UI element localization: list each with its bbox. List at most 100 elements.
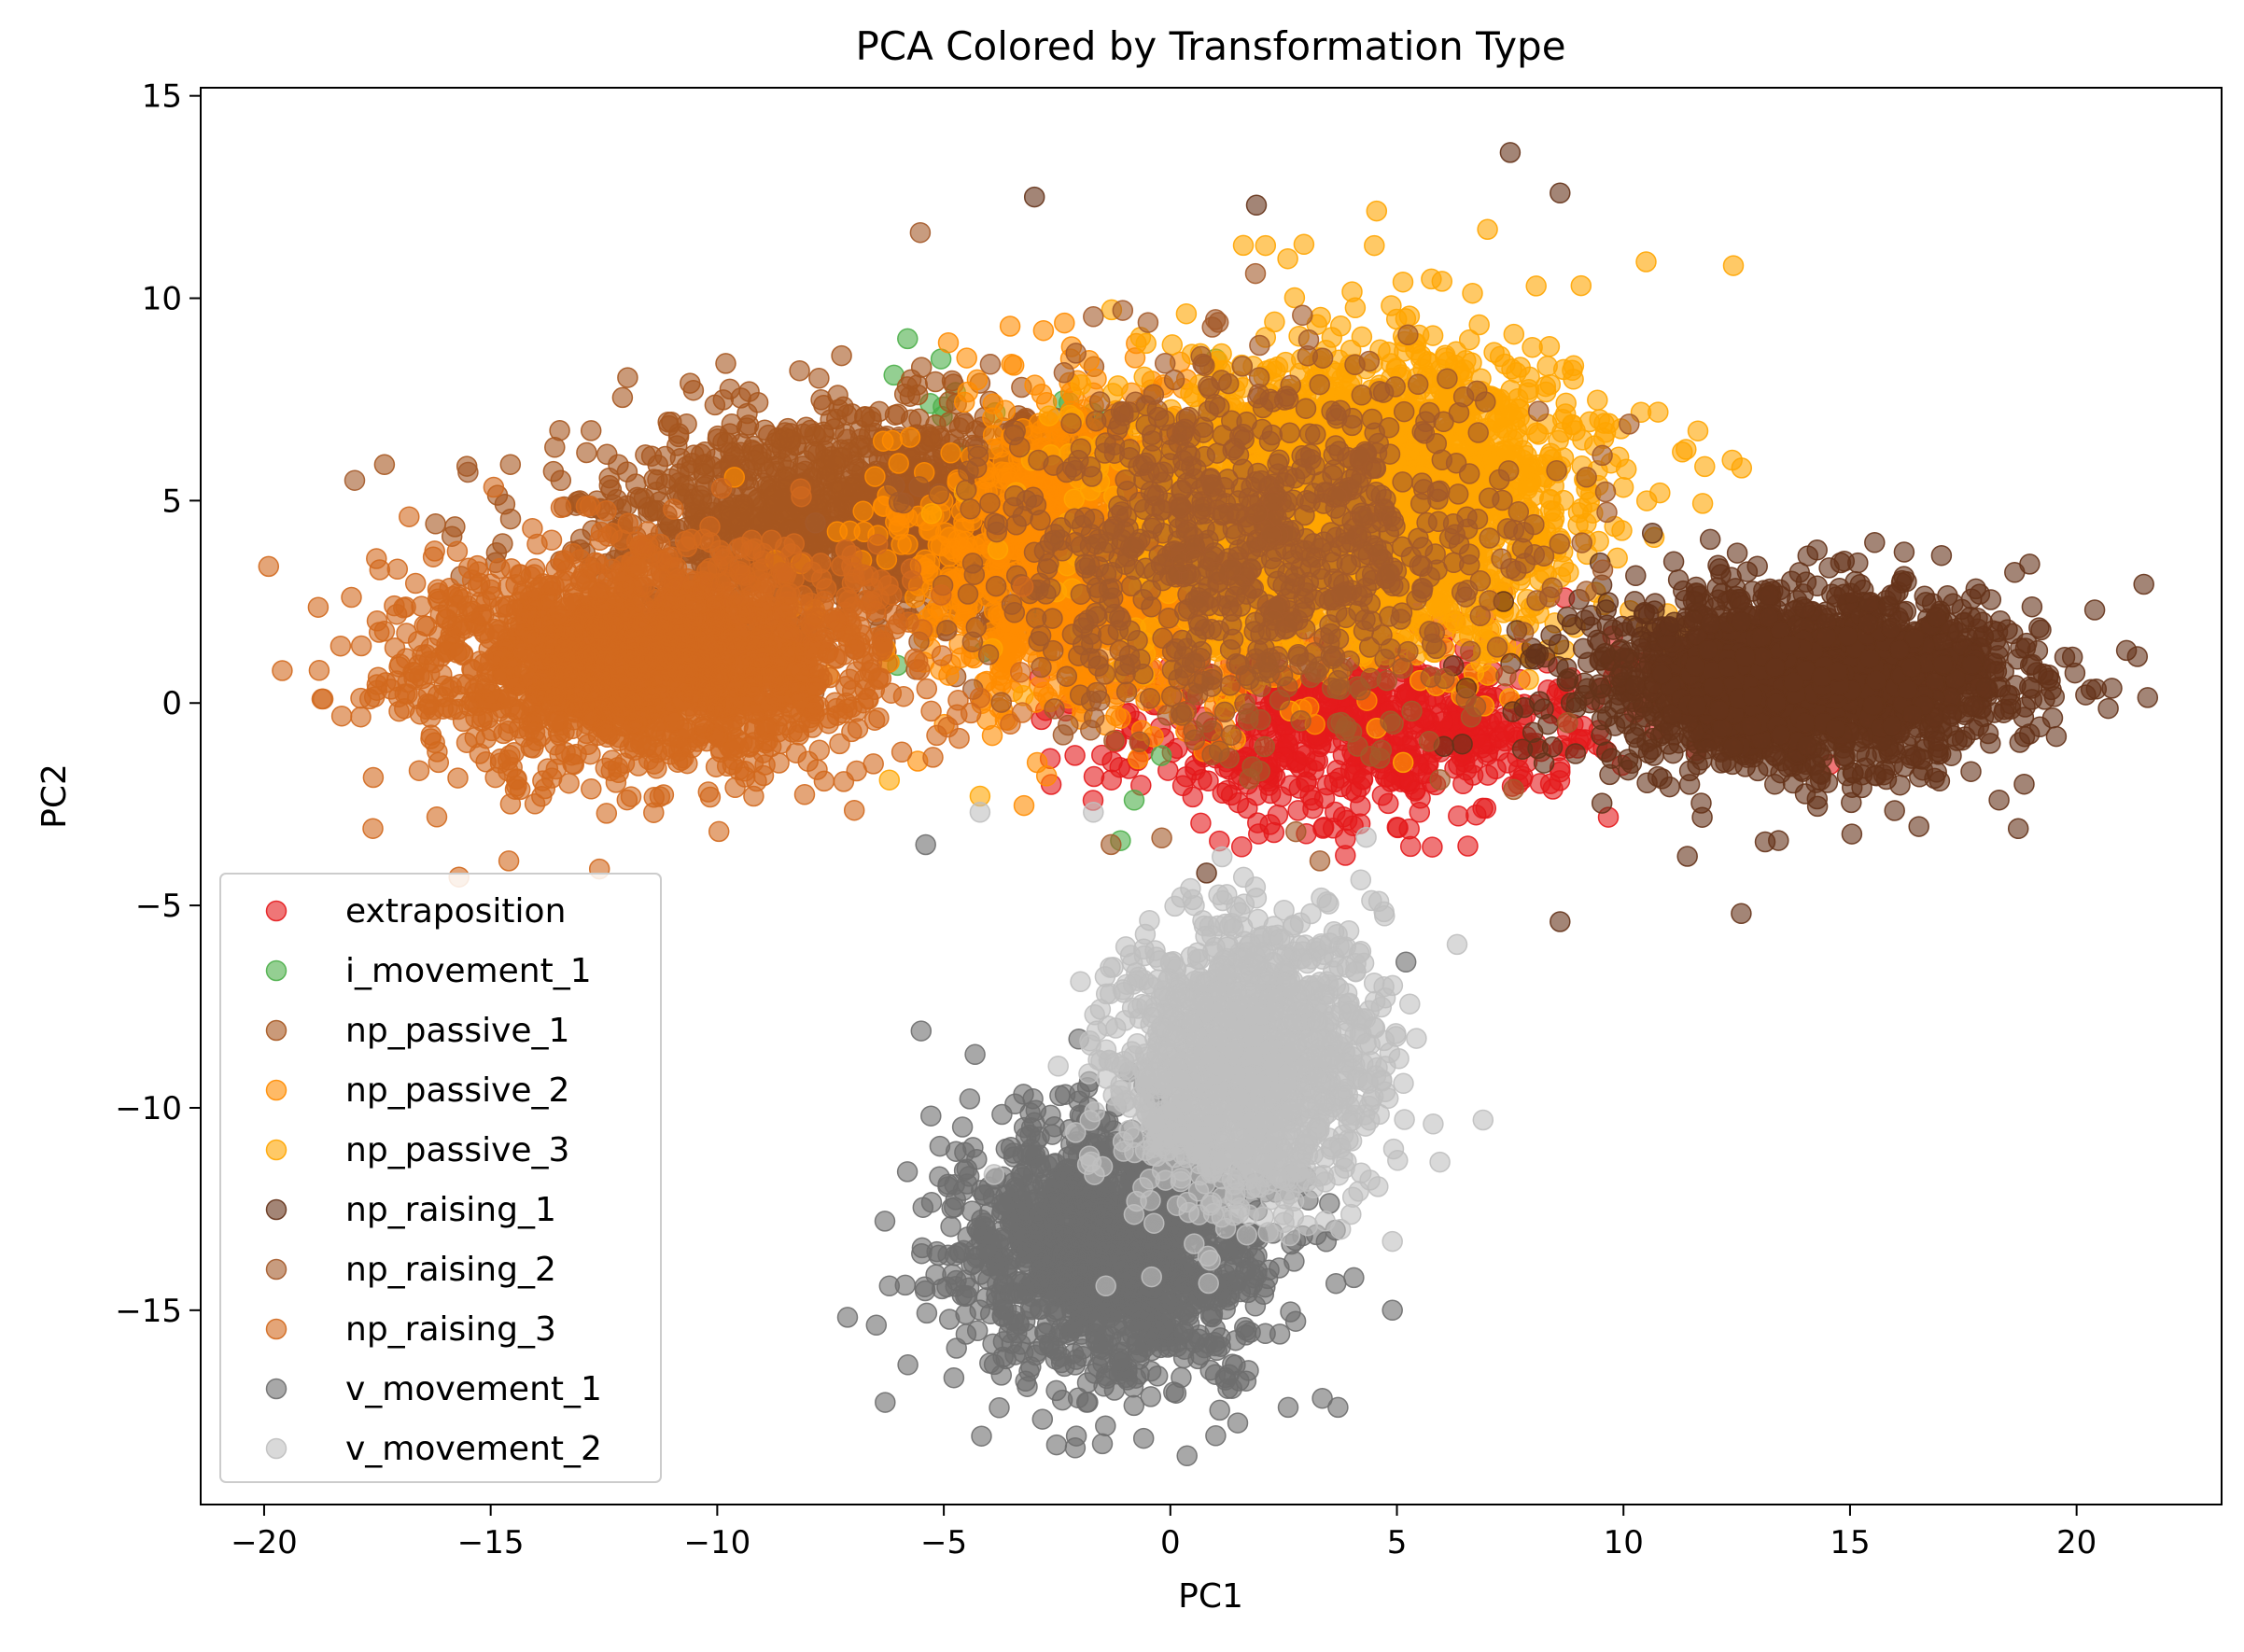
- point-extraposition: [1259, 814, 1281, 835]
- point-np_passive_1: [805, 441, 826, 463]
- point-np_passive_1: [789, 359, 810, 382]
- point-np_passive_1: [444, 516, 466, 538]
- point-np_passive_2: [1005, 640, 1027, 662]
- point-np_passive_2: [891, 534, 912, 555]
- point-extraposition: [1171, 775, 1194, 797]
- point-np_passive_1: [425, 513, 446, 535]
- point-extraposition: [1190, 812, 1212, 834]
- point-np_passive_2: [1054, 312, 1075, 334]
- point-np_passive_1: [616, 461, 638, 483]
- point-extraposition: [1470, 734, 1492, 755]
- point-np_passive_1: [831, 344, 852, 367]
- point-extraposition: [1295, 745, 1316, 766]
- point-extraposition: [1336, 809, 1358, 832]
- point-np_passive_2: [1110, 707, 1131, 729]
- point-extraposition: [1101, 769, 1122, 791]
- point-np_passive_1: [824, 497, 847, 519]
- point-np_passive_1: [580, 420, 602, 441]
- point-extraposition: [1399, 835, 1422, 858]
- point-np_passive_1: [729, 512, 751, 534]
- point-extraposition: [1432, 710, 1454, 733]
- point-np_passive_3: [1283, 287, 1306, 309]
- point-np_passive_2: [899, 427, 921, 448]
- point-np_passive_1: [808, 368, 830, 389]
- point-i_movement_1: [897, 328, 919, 350]
- point-np_passive_1: [715, 353, 736, 374]
- point-extraposition: [1529, 773, 1551, 794]
- point-extraposition: [1316, 774, 1339, 796]
- point-np_passive_2: [938, 665, 960, 686]
- point-np_passive_1: [611, 386, 634, 409]
- point-np_passive_1: [550, 469, 572, 492]
- point-np_passive_2: [852, 500, 874, 523]
- point-extraposition: [1064, 745, 1086, 766]
- point-np_passive_1: [849, 428, 872, 450]
- point-np_passive_3: [920, 503, 943, 525]
- point-extraposition: [1335, 828, 1356, 850]
- point-np_passive_1: [647, 454, 669, 476]
- point-np_passive_1: [661, 411, 682, 433]
- point-extraposition: [1494, 721, 1516, 742]
- point-np_passive_1: [948, 417, 971, 439]
- point-np_passive_2: [1032, 319, 1055, 342]
- point-np_passive_2: [956, 347, 977, 369]
- point-extraposition: [1485, 758, 1507, 780]
- point-np_passive_1: [832, 446, 853, 469]
- point-np_passive_3: [1522, 336, 1543, 358]
- point-np_passive_2: [940, 442, 961, 464]
- plot-marks: [258, 142, 2159, 1467]
- point-np_passive_2: [953, 391, 975, 413]
- point-extraposition: [1409, 802, 1431, 823]
- point-np_passive_2: [954, 530, 976, 553]
- point-i_movement_1: [1150, 745, 1172, 766]
- point-extraposition: [1302, 797, 1324, 819]
- point-extraposition: [1472, 797, 1494, 819]
- point-extraposition: [1378, 792, 1399, 815]
- point-np_passive_1: [693, 455, 714, 476]
- point-extraposition: [1230, 836, 1253, 858]
- point-np_passive_1: [549, 420, 570, 441]
- point-np_passive_2: [888, 453, 909, 474]
- point-np_passive_2: [881, 429, 904, 452]
- point-np_passive_1: [680, 372, 701, 394]
- point-np_passive_1: [712, 389, 735, 411]
- point-np_passive_3: [1392, 751, 1414, 774]
- point-np_passive_1: [854, 405, 876, 427]
- point-np_passive_1: [736, 402, 758, 425]
- point-np_passive_1: [645, 482, 667, 503]
- point-extraposition: [1422, 836, 1443, 858]
- point-np_passive_3: [1503, 323, 1525, 345]
- point-np_passive_2: [864, 466, 886, 487]
- point-np_passive_2: [1013, 794, 1035, 817]
- point-extraposition: [1198, 770, 1219, 792]
- point-np_passive_3: [1392, 271, 1414, 293]
- point-extraposition: [1083, 765, 1105, 788]
- point-np_passive_3: [1722, 255, 1745, 276]
- point-np_passive_1: [906, 384, 929, 406]
- point-np_passive_1: [820, 409, 841, 430]
- point-np_passive_1: [673, 475, 695, 497]
- point-np_passive_2: [1024, 374, 1045, 396]
- point-extraposition: [1402, 719, 1424, 740]
- point-i_movement_1: [1123, 790, 1145, 811]
- point-extraposition: [1288, 777, 1311, 799]
- point-np_passive_2: [1026, 751, 1048, 774]
- point-np_passive_1: [576, 441, 597, 464]
- point-np_passive_1: [773, 469, 794, 490]
- point-np_passive_3: [1264, 311, 1285, 333]
- point-np_passive_3: [1587, 389, 1608, 411]
- point-np_passive_1: [617, 367, 638, 388]
- point-np_passive_2: [982, 393, 1004, 414]
- point-extraposition: [1448, 805, 1469, 827]
- point-np_passive_1: [373, 454, 396, 476]
- point-np_passive_2: [839, 520, 861, 542]
- point-extraposition: [1091, 744, 1113, 766]
- point-extraposition: [1457, 835, 1479, 857]
- point-np_passive_1: [924, 371, 947, 393]
- point-np_passive_2: [937, 331, 960, 354]
- point-np_passive_2: [1003, 355, 1025, 376]
- point-extraposition: [1237, 797, 1258, 819]
- point-extraposition: [1386, 817, 1409, 838]
